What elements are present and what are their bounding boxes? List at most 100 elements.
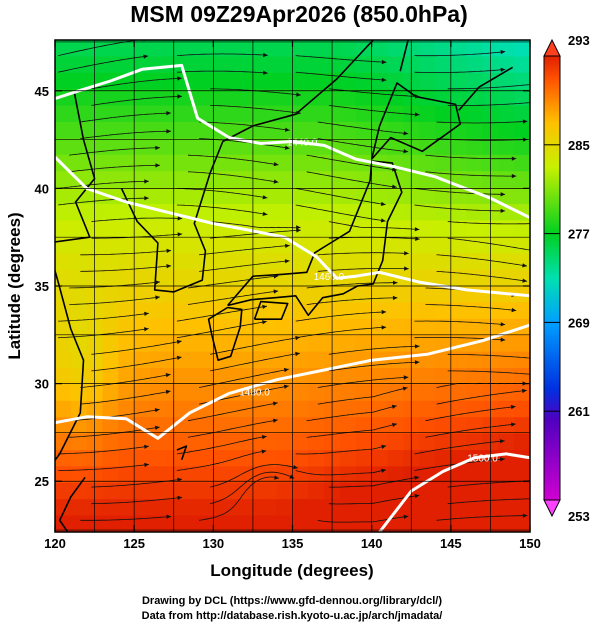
heatmap-cell [292,433,309,451]
heatmap-cell [387,335,404,353]
heatmap-cell [134,482,151,500]
heatmap-cell [419,450,436,467]
streamline [306,405,397,422]
heatmap-cell [70,351,88,369]
heatmap-cell [276,515,294,532]
heatmap-cell [134,187,151,205]
streamline-arrow [534,478,539,482]
heatmap-cell [118,253,135,271]
heatmap-cell [308,433,325,451]
streamline-arrow [403,131,409,136]
heatmap-cell [260,318,278,336]
heatmap-cell [292,466,309,484]
streamline-arrow [392,167,397,172]
heatmap-cell [276,72,294,90]
streamline [80,130,171,139]
heatmap-cell [292,499,309,517]
heatmap-cell [70,286,88,303]
heatmap-cell [514,515,530,532]
heatmap-cell [55,368,72,385]
heatmap-cell [213,318,230,336]
heatmap-cell [419,515,436,532]
heatmap-cell [118,318,135,336]
heatmap-cell [450,122,468,139]
heatmap-cell [181,335,199,353]
heatmap-cell [134,466,151,484]
streamline-arrow [500,322,506,327]
contour-line [55,63,530,220]
heatmap-cell [340,236,357,254]
heatmap-cell [181,56,199,74]
colorbar-tick-label: 253 [568,509,590,524]
heatmap-cell [450,154,468,172]
heatmap-cell [355,40,373,57]
streamline-arrow [143,54,149,59]
streamline-arrow [177,94,182,99]
heatmap-cell [466,466,484,484]
heatmap-cell [260,515,278,532]
heatmap-cell [498,466,515,484]
heatmap-cell [229,89,246,107]
heatmap-cell [514,302,530,320]
streamline-arrow [499,439,505,444]
heatmap-cell [308,154,325,172]
heatmap-cell [70,56,88,74]
heatmap-cell [197,269,214,287]
streamline [425,423,516,438]
heatmap-cell [292,154,309,172]
heatmap-cell [181,318,199,336]
streamline-arrow [284,145,290,150]
heatmap-cell [118,482,135,500]
streamline [295,445,387,455]
heatmap-cell [229,450,246,467]
heatmap-cell [134,122,151,139]
heatmap-cell [102,204,119,221]
heatmap-cell [150,105,167,123]
heatmap-cell [213,417,230,435]
heatmap-cell [292,482,309,500]
heatmap-cell [229,122,246,139]
heatmap-cell [213,499,230,517]
streamline [199,260,290,272]
heatmap-cell [213,515,230,532]
heatmap-cell [371,482,389,500]
streamline-arrow [404,251,409,256]
streamline-arrow [262,211,268,216]
heatmap-cell [55,384,72,402]
heatmap-cell [102,433,119,451]
heatmap-cell [102,335,119,353]
heatmap-cell [150,335,167,353]
streamline [317,387,408,405]
heatmap-cell [150,286,167,303]
heatmap-cell [308,204,325,221]
heatmap-cell [118,105,135,123]
y-tick-label: 40 [35,181,49,196]
heatmap-cell [308,482,325,500]
heatmap-cell [466,302,484,320]
heatmap-cell [118,269,135,287]
heatmap-cell [213,466,230,484]
heatmap-cell [181,450,199,467]
streamline [447,498,530,505]
heatmap-cell [70,138,88,156]
heatmap-cell [466,40,484,57]
heatmap-cell [150,417,167,435]
heatmap-cell [213,171,230,189]
heatmap-cell [514,253,530,271]
coastline [458,66,514,111]
heatmap-cell [355,417,373,435]
heatmap-cell [55,171,72,189]
streamline-arrow [511,173,517,179]
heatmap-cell [514,450,530,467]
heatmap-cell [118,89,135,107]
heatmap-cell [435,253,452,271]
heatmap-cell [466,171,484,189]
streamline [199,121,290,131]
heatmap-cell [387,89,404,107]
heatmap-cell [292,40,309,57]
heatmap-cell [435,236,452,254]
heatmap-cell [181,253,199,271]
heatmap-cell [292,122,309,139]
heatmap-cell [197,335,214,353]
